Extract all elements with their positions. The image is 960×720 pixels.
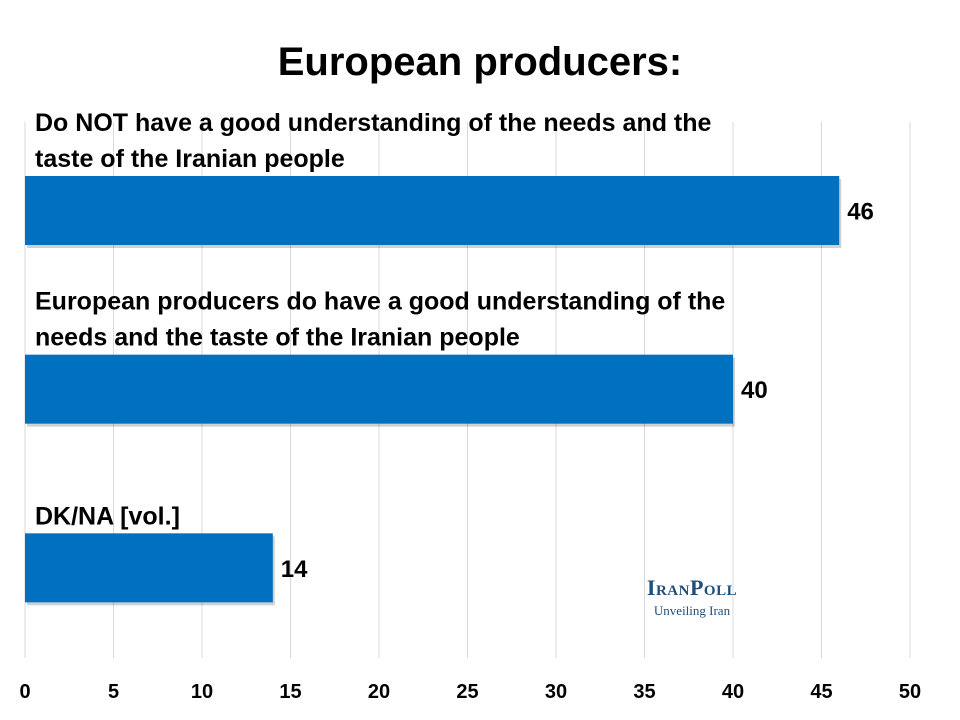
x-tick-label-8: 40 bbox=[722, 681, 744, 703]
logo-name: IranPoll bbox=[646, 575, 738, 600]
x-tick-label-4: 20 bbox=[368, 681, 390, 703]
data-label-0: 46 bbox=[847, 199, 874, 226]
x-tick-label-9: 45 bbox=[810, 681, 832, 703]
x-tick-label-3: 15 bbox=[279, 681, 301, 703]
category-label-0-line-1: taste of the Iranian people bbox=[35, 145, 345, 173]
bar-0 bbox=[25, 176, 840, 245]
bars bbox=[25, 176, 842, 606]
category-label-1-line-1: needs and the taste of the Iranian peopl… bbox=[35, 324, 520, 352]
category-labels: Do NOT have a good understanding of the … bbox=[35, 109, 725, 530]
category-label-2-line-0: DK/NA [vol.] bbox=[35, 502, 180, 530]
data-label-2: 14 bbox=[281, 556, 308, 583]
bar-2 bbox=[25, 533, 273, 603]
x-tick-label-7: 35 bbox=[633, 681, 655, 703]
x-tick-label-2: 10 bbox=[191, 681, 213, 703]
iranpoll-logo: IranPoll Unveiling Iran bbox=[612, 574, 772, 620]
x-tick-label-6: 30 bbox=[545, 681, 567, 703]
chart-title: European producers: bbox=[277, 40, 683, 84]
data-labels: 46 40 14 bbox=[281, 199, 874, 583]
category-label-1-line-0: European producers do have a good unders… bbox=[35, 288, 725, 316]
category-label-0-line-0: Do NOT have a good understanding of the … bbox=[35, 109, 712, 137]
logo-tagline: Unveiling Iran bbox=[653, 603, 731, 618]
x-tick-label-1: 5 bbox=[108, 681, 119, 703]
x-tick-label-10: 50 bbox=[899, 681, 921, 703]
x-tick-label-0: 0 bbox=[19, 681, 30, 703]
data-label-1: 40 bbox=[741, 377, 768, 404]
x-axis-ticks: 0 5 10 15 20 25 30 35 40 45 50 bbox=[19, 681, 921, 703]
bar-1 bbox=[25, 354, 733, 424]
x-tick-label-5: 25 bbox=[456, 681, 478, 703]
